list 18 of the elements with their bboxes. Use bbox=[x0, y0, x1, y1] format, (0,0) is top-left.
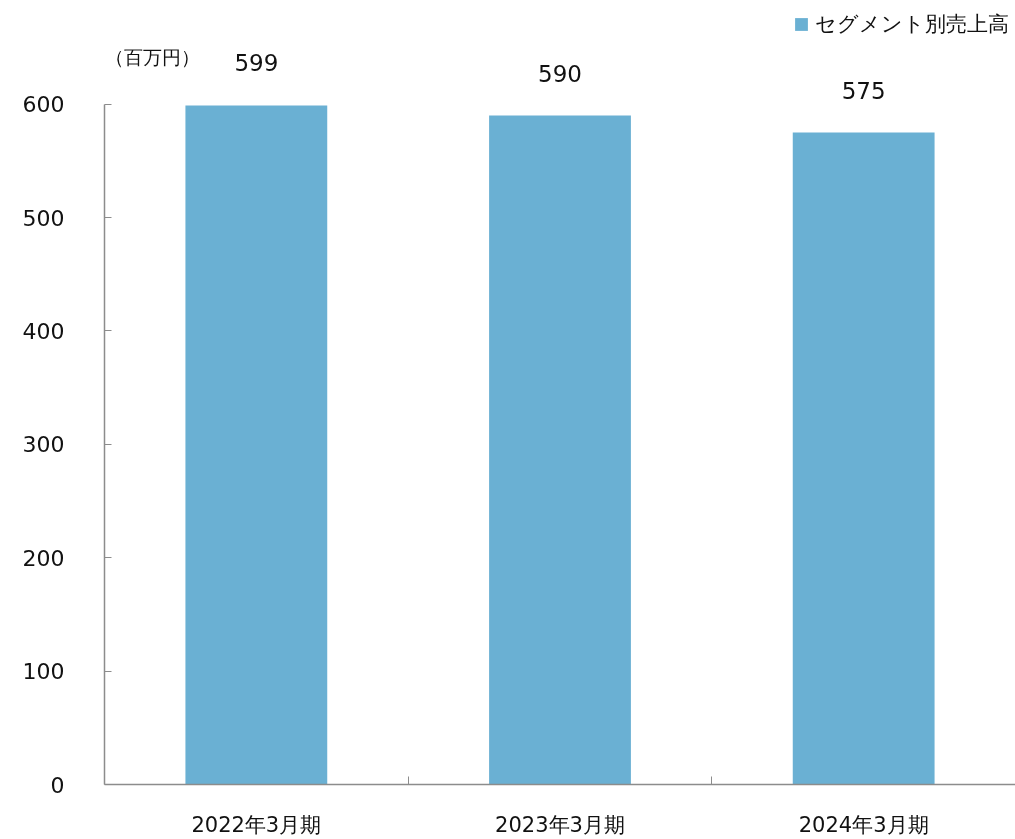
y-tick-label: 200 bbox=[22, 545, 65, 571]
legend-label: セグメント別売上高 bbox=[815, 11, 1009, 38]
y-tick-label: 600 bbox=[22, 92, 65, 118]
y-tick-label: 100 bbox=[22, 659, 65, 685]
y-tick-label: 500 bbox=[22, 205, 65, 231]
x-tick-label: 2023年3月期 bbox=[495, 812, 625, 837]
bar bbox=[489, 115, 631, 785]
x-tick-label: 2022年3月期 bbox=[191, 812, 322, 837]
bar bbox=[185, 105, 328, 785]
y-tick-label: 300 bbox=[22, 432, 65, 458]
y-tick-label: 0 bbox=[50, 772, 65, 798]
y-axis-title: （百万円） bbox=[104, 46, 200, 69]
x-tick-label: 2024年3月期 bbox=[798, 812, 929, 837]
bar bbox=[792, 132, 935, 785]
y-tick-label: 400 bbox=[22, 319, 65, 344]
data-label: 590 bbox=[538, 60, 582, 87]
data-label: 599 bbox=[234, 50, 279, 77]
data-label: 575 bbox=[841, 77, 886, 104]
